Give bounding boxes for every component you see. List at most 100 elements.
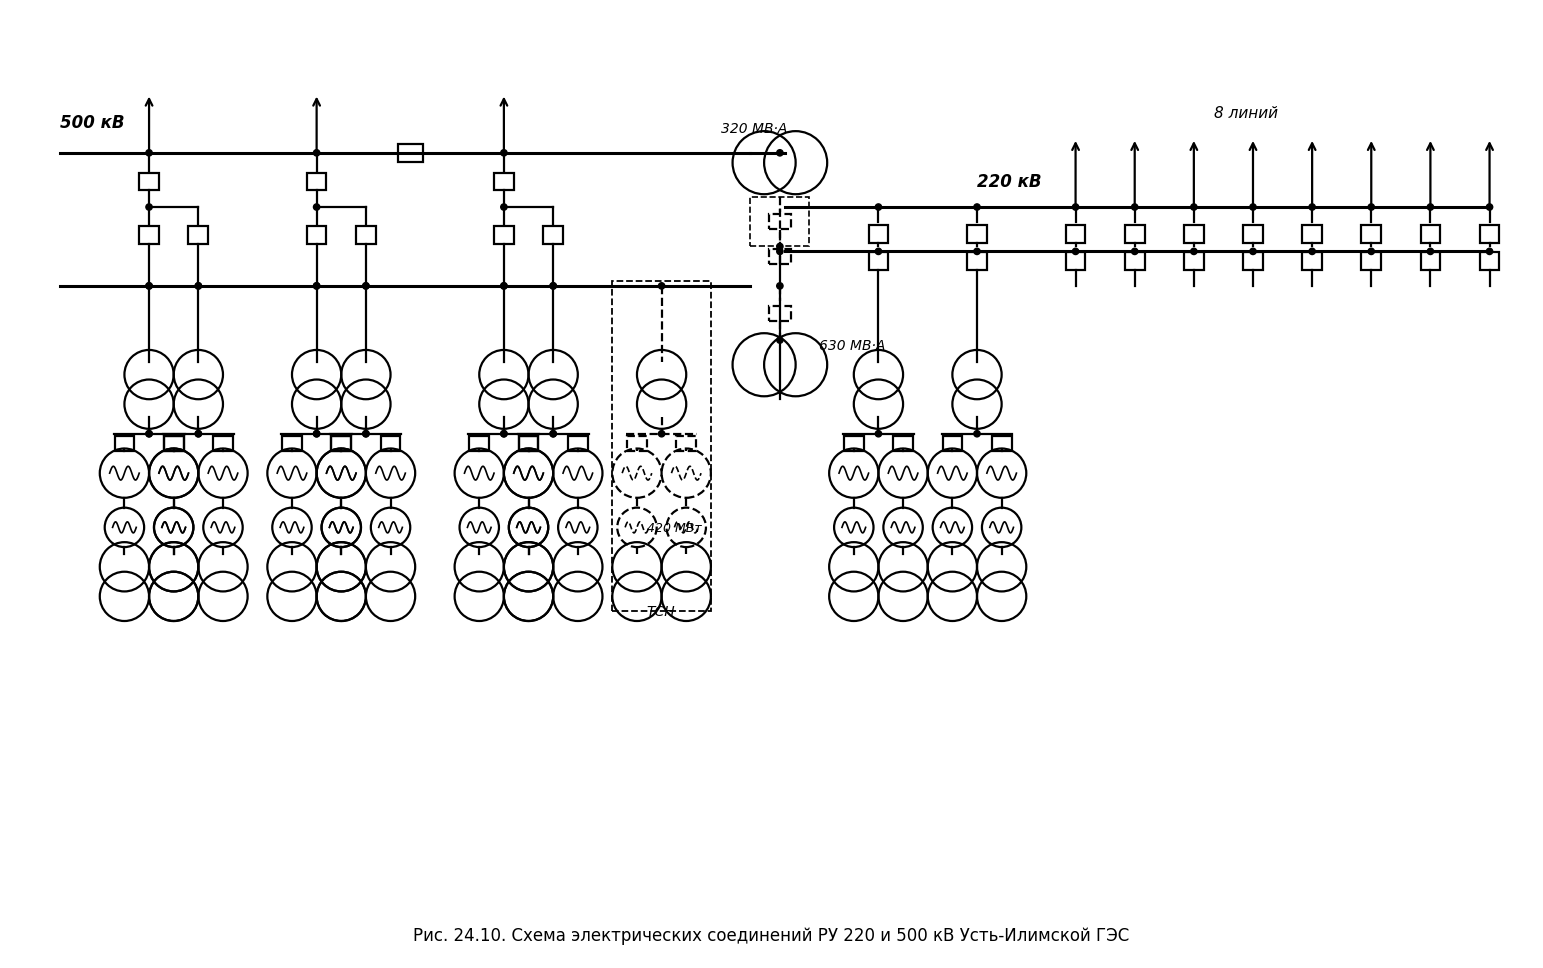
- Text: 320 МВ·А: 320 МВ·А: [721, 122, 787, 136]
- Bar: [1244, 225, 1262, 243]
- Circle shape: [313, 150, 319, 156]
- Circle shape: [776, 248, 782, 255]
- Circle shape: [501, 150, 508, 156]
- Circle shape: [974, 204, 980, 210]
- Circle shape: [776, 337, 782, 344]
- Circle shape: [875, 248, 881, 255]
- Circle shape: [1369, 204, 1375, 210]
- Circle shape: [363, 431, 369, 437]
- Circle shape: [147, 431, 153, 437]
- Bar: [1183, 253, 1204, 270]
- Bar: [1480, 225, 1500, 243]
- Text: ТСН: ТСН: [647, 605, 676, 620]
- Bar: [967, 253, 988, 270]
- Circle shape: [1191, 204, 1197, 210]
- Circle shape: [194, 283, 202, 289]
- Bar: [356, 226, 376, 244]
- Circle shape: [1308, 248, 1315, 255]
- Bar: [967, 225, 988, 243]
- Circle shape: [1486, 248, 1492, 255]
- Bar: [1361, 253, 1381, 270]
- Bar: [768, 249, 790, 263]
- Circle shape: [1131, 248, 1137, 255]
- Circle shape: [776, 150, 782, 156]
- Bar: [613, 281, 711, 611]
- Circle shape: [194, 431, 202, 437]
- Bar: [307, 172, 327, 191]
- Bar: [943, 437, 963, 451]
- Circle shape: [501, 431, 508, 437]
- Circle shape: [549, 431, 557, 437]
- Bar: [188, 226, 208, 244]
- Circle shape: [875, 431, 881, 437]
- Bar: [1361, 225, 1381, 243]
- Bar: [1066, 225, 1085, 243]
- Circle shape: [776, 283, 782, 289]
- Circle shape: [313, 204, 319, 210]
- Circle shape: [501, 283, 508, 289]
- Circle shape: [147, 431, 153, 437]
- Bar: [494, 172, 514, 191]
- Bar: [213, 437, 233, 451]
- Circle shape: [1072, 248, 1079, 255]
- Bar: [869, 253, 889, 270]
- Circle shape: [875, 204, 881, 210]
- Bar: [398, 144, 423, 162]
- Bar: [1480, 253, 1500, 270]
- Circle shape: [313, 283, 319, 289]
- Bar: [164, 437, 184, 451]
- Circle shape: [776, 243, 782, 250]
- Text: Рис. 24.10. Схема электрических соединений РУ 220 и 500 кВ Усть-Илимской ГЭС: Рис. 24.10. Схема электрических соединен…: [414, 927, 1129, 946]
- Bar: [307, 226, 327, 244]
- Bar: [869, 225, 889, 243]
- Bar: [381, 437, 400, 451]
- Circle shape: [1427, 248, 1433, 255]
- Circle shape: [313, 431, 319, 437]
- Circle shape: [1131, 204, 1137, 210]
- Bar: [494, 226, 514, 244]
- Text: 220 кВ: 220 кВ: [977, 173, 1042, 192]
- Bar: [568, 437, 588, 451]
- Bar: [992, 437, 1012, 451]
- Circle shape: [501, 431, 508, 437]
- Bar: [1302, 253, 1322, 270]
- Bar: [768, 215, 790, 229]
- Text: 8 линий: 8 линий: [1213, 106, 1278, 121]
- Text: 500 кВ: 500 кВ: [60, 114, 125, 133]
- Circle shape: [1369, 248, 1375, 255]
- Bar: [768, 306, 790, 320]
- Bar: [139, 172, 159, 191]
- Bar: [469, 437, 489, 451]
- Bar: [1421, 225, 1440, 243]
- Bar: [844, 437, 864, 451]
- Bar: [1421, 253, 1440, 270]
- Circle shape: [147, 283, 153, 289]
- Text: 630 МВ·А: 630 МВ·А: [819, 339, 886, 353]
- Circle shape: [501, 283, 508, 289]
- Bar: [1302, 225, 1322, 243]
- Bar: [1066, 253, 1085, 270]
- Circle shape: [1191, 248, 1197, 255]
- Circle shape: [1486, 204, 1492, 210]
- Bar: [518, 437, 539, 451]
- Circle shape: [549, 283, 557, 289]
- Circle shape: [363, 283, 369, 289]
- Bar: [518, 437, 539, 451]
- Circle shape: [1427, 204, 1433, 210]
- Circle shape: [313, 283, 319, 289]
- Circle shape: [363, 431, 369, 437]
- Bar: [1125, 225, 1145, 243]
- Circle shape: [659, 431, 665, 437]
- Bar: [332, 437, 352, 451]
- Bar: [543, 226, 563, 244]
- Bar: [1125, 253, 1145, 270]
- Circle shape: [974, 248, 980, 255]
- Circle shape: [549, 283, 557, 289]
- Circle shape: [549, 431, 557, 437]
- Circle shape: [974, 431, 980, 437]
- Circle shape: [147, 283, 153, 289]
- Bar: [676, 437, 696, 451]
- Circle shape: [363, 283, 369, 289]
- Bar: [1244, 253, 1262, 270]
- Circle shape: [194, 283, 202, 289]
